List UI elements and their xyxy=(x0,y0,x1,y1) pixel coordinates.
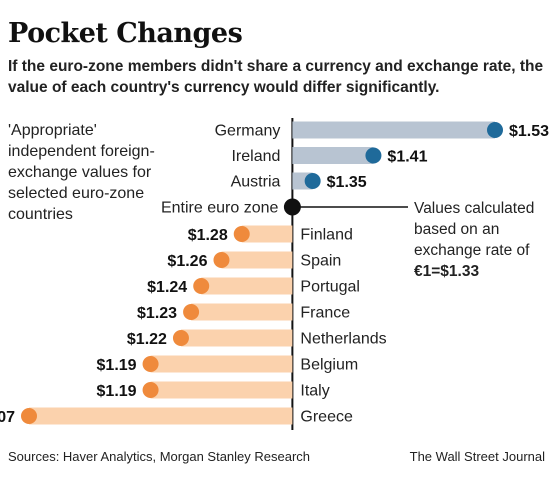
category-label-portugal: Portugal xyxy=(300,279,360,296)
value-label-italy: $1.19 xyxy=(97,383,137,400)
exchange-rate-text: €1=$1.33 xyxy=(414,263,480,280)
point-austria xyxy=(304,173,321,189)
point-netherlands xyxy=(172,330,189,346)
value-label-finland: $1.28 xyxy=(188,227,228,244)
point-italy xyxy=(142,382,159,398)
point-spain xyxy=(213,252,230,268)
bar-ireland xyxy=(292,147,374,164)
baseline-annotation: Values calculated based on an exchange r… xyxy=(414,198,554,282)
chart-subtitle: If the euro-zone members didn't share a … xyxy=(8,58,544,96)
point-greece xyxy=(21,408,37,424)
point-germany xyxy=(487,122,503,138)
category-label-netherlands: Netherlands xyxy=(300,331,386,348)
source-note: Sources: Haver Analytics, Morgan Stanley… xyxy=(8,449,311,464)
value-label-spain: $1.26 xyxy=(167,253,207,270)
credit-note: The Wall Street Journal xyxy=(409,449,545,464)
point-finland xyxy=(233,226,250,242)
bar-netherlands xyxy=(180,329,293,347)
bar-italy xyxy=(150,381,293,399)
chart-title: Pocket Changes xyxy=(8,18,243,49)
point-belgium xyxy=(142,356,159,372)
category-label-italy: Italy xyxy=(300,383,329,400)
annotation-line-2: based on an xyxy=(414,221,500,238)
bar-spain xyxy=(221,251,293,269)
value-label-ireland: $1.41 xyxy=(387,149,427,166)
bar-finland xyxy=(241,225,293,243)
value-label-portugal: $1.24 xyxy=(147,279,187,296)
value-label-germany: $1.53 xyxy=(509,123,549,140)
point-entire-euro-zone xyxy=(283,198,301,216)
category-label-entire-euro-zone: Entire euro zone xyxy=(161,200,279,217)
category-label-ireland: Ireland xyxy=(231,148,280,165)
category-label-finland: Finland xyxy=(300,227,352,244)
category-label-germany: Germany xyxy=(215,123,281,140)
bar-belgium xyxy=(150,355,293,373)
value-label-austria: $1.35 xyxy=(327,174,367,191)
annotation-line-4: €1=$1.33 xyxy=(414,261,554,282)
annotation-line-1: Values calculated xyxy=(414,200,535,217)
value-label-belgium: $1.19 xyxy=(97,357,137,374)
category-label-greece: Greece xyxy=(300,409,353,426)
value-label-greece: $1.07 xyxy=(0,409,15,426)
category-label-spain: Spain xyxy=(300,253,341,270)
bar-france xyxy=(191,303,293,321)
value-label-netherlands: $1.22 xyxy=(127,331,167,348)
category-label-austria: Austria xyxy=(231,174,281,191)
chart-note: 'Appropriate' independent foreign-exchan… xyxy=(8,122,155,223)
bar-greece xyxy=(29,407,293,425)
bar-portugal xyxy=(201,277,293,295)
point-france xyxy=(183,304,200,320)
category-label-belgium: Belgium xyxy=(300,357,358,374)
annotation-line-3: exchange rate of xyxy=(414,242,530,259)
bar-germany xyxy=(292,121,495,139)
point-ireland xyxy=(365,147,382,164)
category-label-france: France xyxy=(300,305,350,322)
point-portugal xyxy=(193,278,210,294)
value-label-france: $1.23 xyxy=(137,305,177,322)
